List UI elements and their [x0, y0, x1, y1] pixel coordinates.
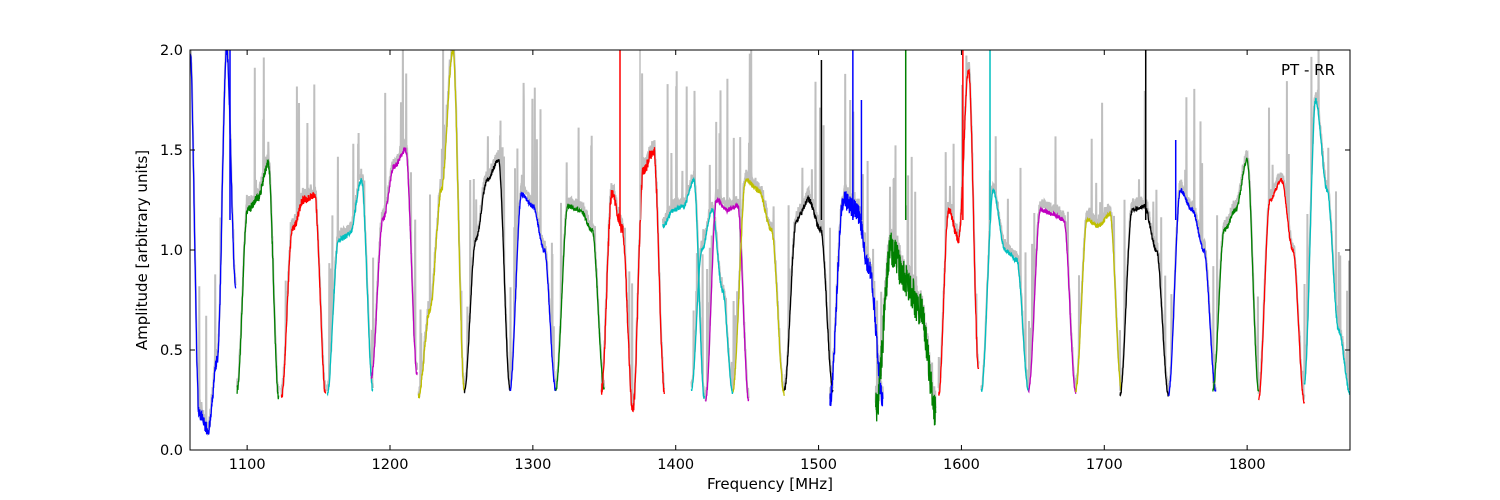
series-line-5 [417, 50, 465, 399]
series-line-17 [938, 68, 980, 396]
series-line-12 [705, 196, 750, 402]
y-axis-label: Amplitude [arbitrary units] [133, 150, 151, 350]
series-line-7 [509, 191, 557, 392]
series-line-9 [600, 147, 665, 413]
x-tick-label-1: 1200 [372, 457, 409, 473]
series-line-3 [326, 178, 374, 397]
y-tick-label-2: 1.0 [160, 243, 183, 259]
series-line-1 [236, 158, 280, 400]
x-tick-label-3: 1400 [657, 457, 694, 473]
series-line-4 [370, 146, 418, 379]
x-tick-label-7: 1800 [1229, 457, 1266, 473]
series-layer [190, 50, 1350, 435]
series-line-2 [280, 191, 327, 398]
y-tick-label-0: 0.0 [160, 443, 183, 459]
series-line-19 [1028, 205, 1077, 394]
series-line-11 [690, 208, 734, 394]
x-tick-label-2: 1300 [514, 457, 551, 473]
series-line-13 [732, 178, 785, 396]
series-line-10 [662, 176, 705, 399]
x-tick-label-4: 1500 [800, 457, 837, 473]
series-line-25 [1303, 97, 1350, 395]
series-line-6 [463, 159, 511, 394]
y-tick-label-4: 2.0 [160, 43, 183, 59]
x-tick-label-5: 1600 [943, 457, 980, 473]
chart-annotation: PT - RR [1281, 61, 1335, 79]
x-tick-label-0: 1100 [229, 457, 266, 473]
series-line-14 [783, 194, 834, 393]
series-line-8 [555, 203, 605, 391]
series-line-23 [1212, 157, 1260, 392]
series-line-24 [1258, 177, 1305, 404]
x-tick-label-6: 1700 [1086, 457, 1123, 473]
tick-layer: 1100 1200 1300 1400 1500 1600 1700 1800 0.0 0.5 1.… [160, 43, 1350, 473]
series-line-15 [829, 191, 884, 407]
series-line-21 [1119, 203, 1169, 397]
series-line-18 [980, 187, 1030, 392]
x-axis-label: Frequency [MHz] [707, 475, 833, 493]
series-line-22 [1167, 187, 1217, 397]
y-tick-label-3: 1.5 [160, 143, 183, 159]
series-line-16 [875, 232, 937, 426]
series-line-0 [190, 50, 237, 435]
y-tick-label-1: 0.5 [160, 343, 183, 359]
series-line-20 [1075, 211, 1123, 393]
